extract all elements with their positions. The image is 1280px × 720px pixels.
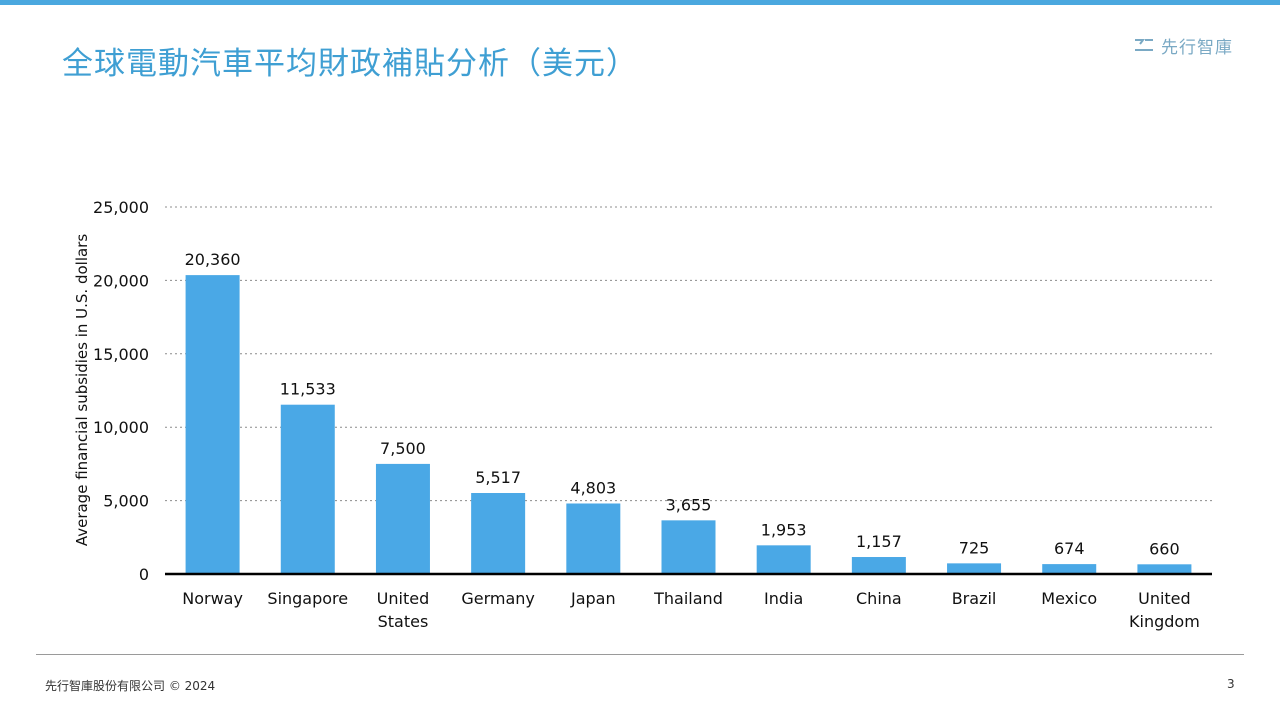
logo-mark-icon xyxy=(1135,39,1153,51)
page-number: 3 xyxy=(1227,677,1235,691)
bar-norway xyxy=(185,275,240,574)
bar-germany xyxy=(471,493,526,574)
data-label: 7,500 xyxy=(380,439,426,458)
x-tick-label: United Kingdom xyxy=(1129,589,1200,631)
y-tick-label: 10,000 xyxy=(93,418,149,437)
data-label: 5,517 xyxy=(475,468,521,487)
data-label: 3,655 xyxy=(666,495,712,514)
bar-japan xyxy=(566,503,621,574)
x-tick-label: Mexico xyxy=(1041,589,1097,608)
y-tick-label: 25,000 xyxy=(93,198,149,217)
bar-thailand xyxy=(661,520,716,574)
bar-united-kingdom xyxy=(1137,564,1192,574)
labels: 0 5,000 10,000 15,000 20,000 25,000 20,360 Norw… xyxy=(93,198,1200,631)
footer-divider xyxy=(36,654,1244,655)
data-label: 660 xyxy=(1149,539,1180,558)
y-tick-label: 20,000 xyxy=(93,271,149,290)
data-label: 20,360 xyxy=(185,250,241,269)
x-tick-label: Japan xyxy=(570,589,616,608)
slide-title: 全球電動汽車平均財政補貼分析（美元） xyxy=(62,46,638,82)
logo-text: 先行智庫 xyxy=(1161,37,1233,58)
x-tick-label: China xyxy=(856,589,902,608)
x-tick-label: Germany xyxy=(461,589,535,608)
data-label: 1,157 xyxy=(856,532,902,551)
bar-brazil xyxy=(947,563,1002,574)
bar-united-states xyxy=(375,463,430,574)
top-accent-bar xyxy=(0,0,1280,5)
data-label: 725 xyxy=(959,538,990,557)
bar-mexico xyxy=(1042,564,1097,574)
x-tick-label: United States xyxy=(377,589,430,631)
data-label: 674 xyxy=(1054,539,1085,558)
bars xyxy=(185,275,1192,574)
data-label: 11,533 xyxy=(280,380,336,399)
y-tick-label: 0 xyxy=(139,565,149,584)
y-tick-label: 15,000 xyxy=(93,345,149,364)
bar-india xyxy=(756,545,811,574)
y-axis-title: Average financial subsidies in U.S. doll… xyxy=(73,234,91,547)
bar-china xyxy=(851,557,906,574)
x-tick-label: Norway xyxy=(182,589,243,608)
x-tick-label: India xyxy=(764,589,803,608)
data-label: 1,953 xyxy=(761,520,807,539)
y-tick-label: 5,000 xyxy=(103,492,149,511)
x-tick-label: Thailand xyxy=(653,589,723,608)
brand-logo: 先行智庫 xyxy=(1133,32,1233,58)
bar-singapore xyxy=(280,404,335,574)
data-label: 4,803 xyxy=(570,478,616,497)
x-tick-label: Singapore xyxy=(267,589,348,608)
footer-copyright: 先行智庫股份有限公司 © 2024 xyxy=(45,679,216,693)
x-tick-label: Brazil xyxy=(952,589,997,608)
